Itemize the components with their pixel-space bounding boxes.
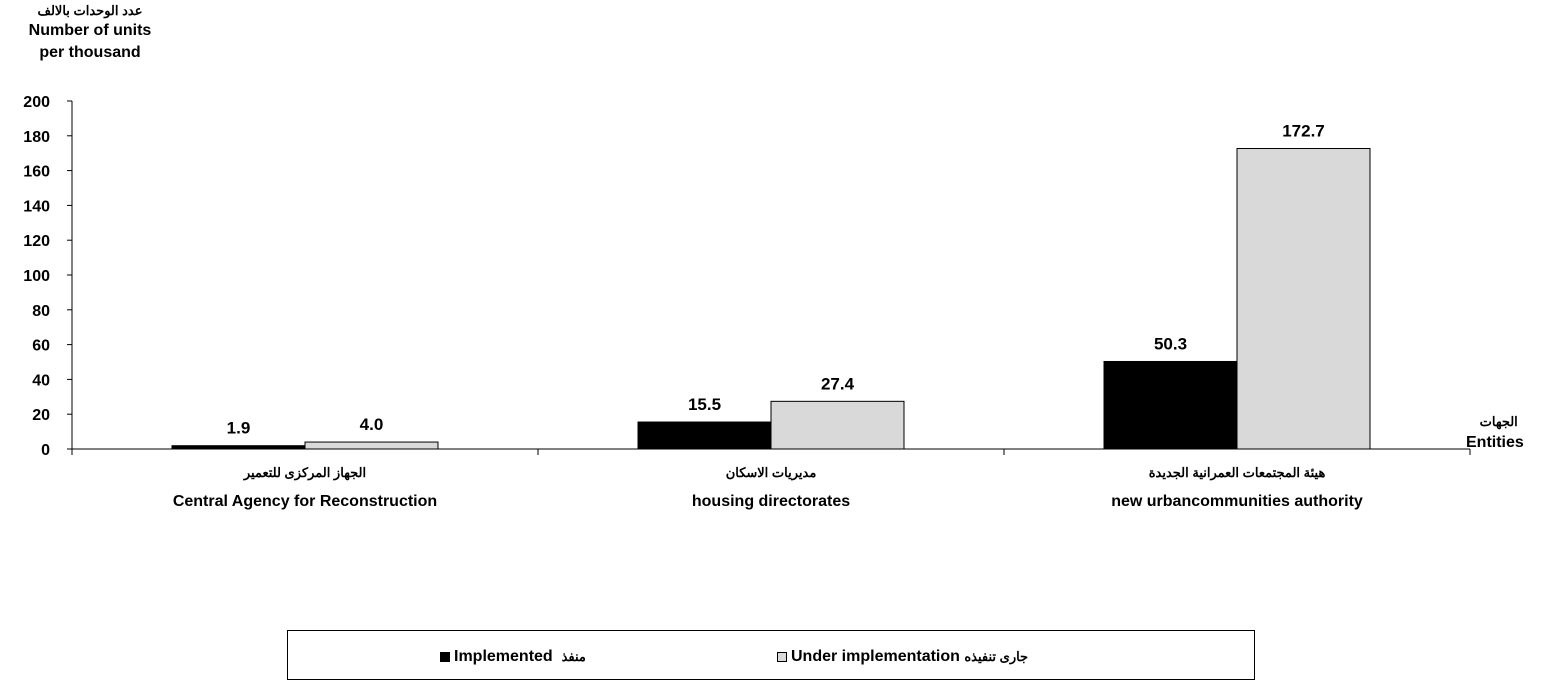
bar-under-implementation (770, 400, 905, 450)
legend-label-implemented: Implemented (454, 648, 553, 665)
y-tick-label: 200 (23, 94, 50, 111)
x-tick-label: housing directorates (692, 493, 850, 510)
data-label: 172.7 (1282, 122, 1325, 141)
legend-label-under-implementation: Under implementation (791, 648, 960, 665)
x-tick-label: new urbancommunities authority (1111, 493, 1363, 510)
legend-swatch-under-implementation (777, 652, 787, 662)
y-tick-label: 140 (23, 198, 50, 215)
bar-implemented (1103, 360, 1238, 450)
y-tick-label: 160 (23, 164, 50, 181)
bar-chart: 0 20 40 60 80 100 120 140 160 180 200 1.9 4.0 الجهاز … (23, 94, 1471, 510)
y-tick-label: 180 (23, 129, 50, 146)
y-tick-label: 100 (23, 268, 50, 285)
y-axis-title-ar: عدد الوحدات بالالف (37, 3, 143, 18)
y-tick-label: 40 (32, 372, 50, 389)
bar-under-implementation (1236, 148, 1371, 450)
y-axis-title: عدد الوحدات بالالف Number of units per th… (0, 2, 180, 64)
legend-label-under-implementation-ar: جارى تنفيذه (964, 649, 1029, 664)
data-label: 50.3 (1154, 334, 1187, 353)
bar-implemented (637, 421, 772, 450)
x-tick-label: Central Agency for Reconstruction (173, 493, 437, 510)
data-label: 15.5 (688, 395, 721, 414)
legend-item-under-implementation: Under implementation جارى تنفيذه (773, 647, 1028, 667)
legend-label-implemented-ar: منفذ (561, 649, 586, 664)
data-label: 27.4 (821, 374, 855, 393)
data-label: 1.9 (227, 419, 251, 438)
y-tick-label: 20 (32, 407, 50, 424)
x-tick-label-ar: مديريات الاسكان (726, 465, 817, 481)
legend-swatch-implemented (440, 652, 450, 662)
x-axis-title-en: Entities (1466, 434, 1524, 451)
y-tick-label: 80 (32, 303, 50, 320)
y-tick-label: 0 (41, 442, 50, 459)
bar-implemented (171, 445, 306, 450)
y-tick-label: 60 (32, 338, 50, 355)
x-axis-title: الجهات Entities (1466, 412, 1524, 454)
x-axis-title-ar: الجهات (1479, 414, 1518, 429)
y-axis-title-en: Number of units per thousand (28, 22, 152, 61)
bar-under-implementation (304, 441, 439, 450)
data-label: 4.0 (360, 415, 384, 434)
x-tick-label-ar: الجهاز المركزى للتعمير (243, 465, 366, 481)
x-tick-label-ar: هيئة المجتمعات العمرانية الجديدة (1149, 465, 1326, 481)
legend-item-implemented: Implemented منفذ (436, 647, 586, 667)
y-tick-label: 120 (23, 233, 50, 250)
